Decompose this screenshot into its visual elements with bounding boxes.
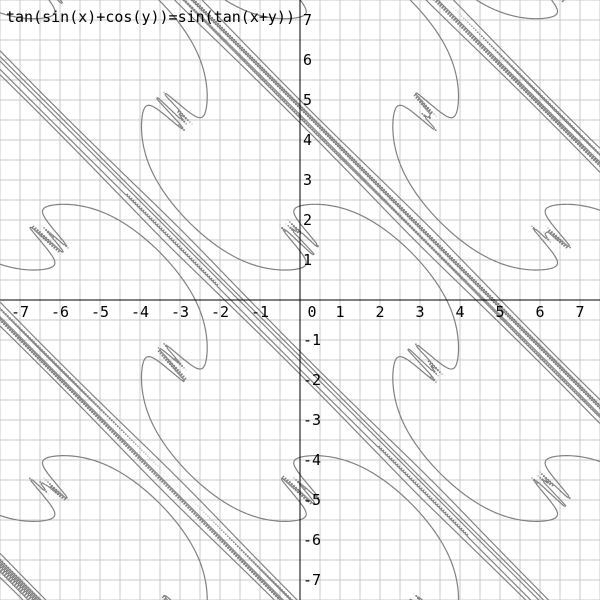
x-tick-label: 2 [375,303,384,321]
x-tick-label: 4 [455,303,464,321]
x-tick-label: 0 [307,303,316,321]
equation-title: tan(sin(x)+cos(y))=sin(tan(x+y)) [6,8,295,26]
y-tick-label: 2 [303,211,312,229]
x-tick-label: -1 [251,303,269,321]
x-tick-label: 6 [535,303,544,321]
x-tick-label: 7 [575,303,584,321]
y-tick-label: 1 [303,251,312,269]
y-tick-label: 5 [303,91,312,109]
y-tick-label: -1 [303,331,321,349]
y-tick-label: 6 [303,51,312,69]
x-tick-label: -6 [51,303,69,321]
y-tick-label: -6 [303,531,321,549]
x-tick-label: -5 [91,303,109,321]
y-tick-label: -5 [303,491,321,509]
y-tick-label: 4 [303,131,312,149]
x-tick-label: -7 [11,303,29,321]
y-tick-label: -2 [303,371,321,389]
y-tick-label: -3 [303,411,321,429]
tick-labels: -7 -6 -5 -4 -3 -2 -1 0 1 2 3 4 5 6 7 -7 -6 -5 -4 -3 -2 -1 1 2 3 4… [11,11,585,589]
y-tick-label: 7 [303,11,312,29]
x-tick-label: -4 [131,303,149,321]
y-tick-label: 3 [303,171,312,189]
x-tick-label: 1 [335,303,344,321]
x-tick-label: -2 [211,303,229,321]
y-tick-label: -4 [303,451,321,469]
x-tick-label: 5 [495,303,504,321]
x-tick-label: -3 [171,303,189,321]
x-tick-label: 3 [415,303,424,321]
y-tick-label: -7 [303,571,321,589]
